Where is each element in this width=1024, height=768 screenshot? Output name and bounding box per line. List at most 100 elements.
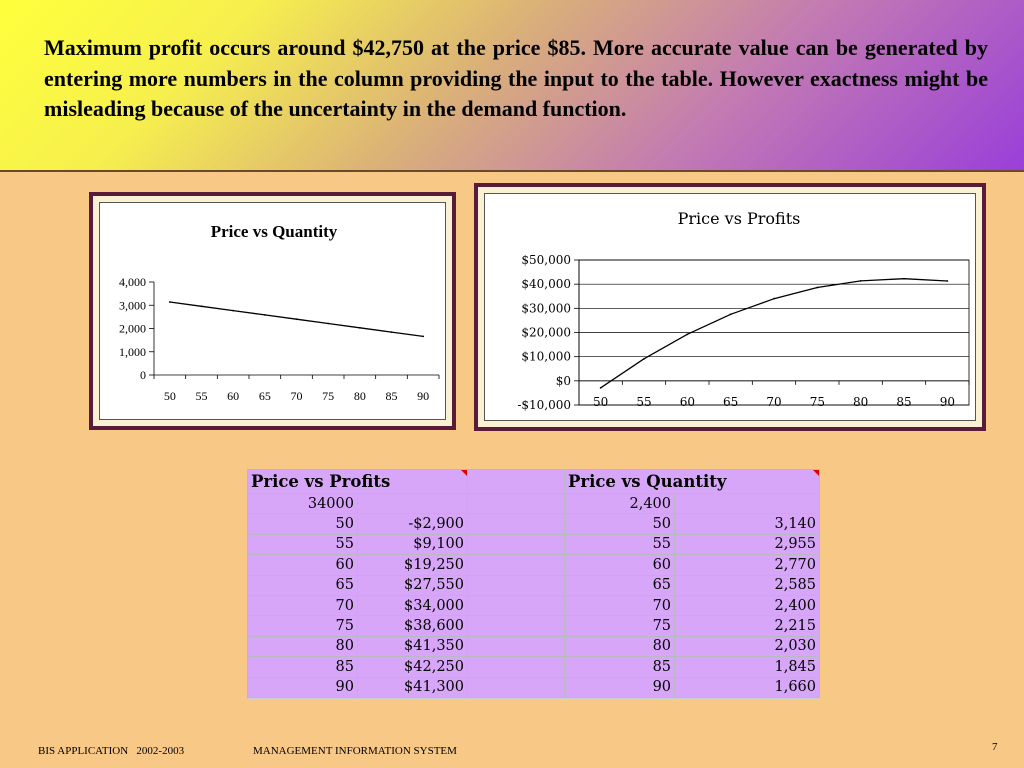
quantity-chart-y-tick-label: 3,000 [119, 298, 146, 312]
quantity-chart-data-point [200, 305, 203, 308]
table-cell[interactable]: 2,030 [674, 635, 821, 658]
quantity-chart-y-tick-label: 1,000 [119, 345, 146, 359]
table-cell[interactable]: 80 [564, 635, 676, 658]
profits-chart-x-tick-label: 90 [940, 395, 955, 409]
footer-year: 2002-2003 [136, 745, 185, 757]
quantity-chart-y-tick-label: 4,000 [119, 275, 146, 289]
quantity-chart-x-tick-label: 85 [386, 389, 398, 403]
profits-chart-title: Price vs Profits [678, 209, 801, 228]
table-row: 60 $19,250 60 2,770 [247, 554, 821, 576]
table-cell[interactable]: 60 [564, 554, 676, 576]
table-header-cell[interactable]: Price vs Quantity [564, 469, 821, 494]
table-cell[interactable] [467, 554, 566, 576]
table-cell[interactable] [467, 656, 566, 678]
table-cell[interactable] [467, 533, 566, 556]
quantity-chart-data-point [263, 313, 266, 316]
quantity-chart-data-point [358, 326, 361, 329]
profits-chart-series-line [600, 278, 948, 389]
table-cell[interactable] [467, 513, 566, 535]
quantity-chart-data-point [295, 318, 298, 321]
profits-chart-data-point [643, 357, 645, 360]
table-cell[interactable]: $38,600 [356, 615, 469, 637]
table-cell[interactable]: 85 [564, 656, 676, 678]
profits-chart-y-tick-label: $10,000 [521, 350, 571, 364]
quantity-chart-x-tick-label: 80 [354, 389, 366, 403]
profits-chart-x-tick-label: 75 [810, 395, 825, 409]
table-cell[interactable]: $41,350 [356, 635, 469, 658]
profits-chart-data-point [599, 386, 602, 389]
table-cell[interactable]: 3,140 [674, 513, 821, 535]
table-cell[interactable]: 34000 [247, 492, 358, 515]
table-header-cell[interactable] [467, 469, 566, 494]
price-vs-profits-chart-area: Price vs Profits -$10,000 $0 $10,000 $20,000… [484, 193, 976, 421]
quantity-chart-data-point [232, 309, 235, 312]
table-cell[interactable]: $19,250 [356, 554, 469, 576]
header-divider [0, 170, 1024, 172]
table-cell[interactable]: 60 [247, 554, 358, 576]
table-cell[interactable]: 70 [564, 594, 676, 617]
profits-chart-y-tick-label: $20,000 [521, 326, 571, 340]
table-cell[interactable]: 50 [564, 513, 676, 535]
table-cell[interactable]: 1,660 [674, 676, 821, 698]
table-header-cell[interactable]: Price vs Profits [246, 469, 469, 494]
table-cell[interactable]: 2,770 [674, 554, 821, 576]
table-cell[interactable] [467, 635, 566, 658]
table-cell[interactable]: $27,550 [356, 574, 469, 596]
table-cell[interactable]: 90 [564, 676, 676, 698]
profits-chart-y-tick-label: $0 [556, 374, 571, 388]
table-cell[interactable] [674, 492, 821, 515]
quantity-chart-x-tick-label: 60 [227, 389, 239, 403]
table-cell[interactable]: 75 [564, 615, 676, 637]
profits-chart-data-point [946, 280, 949, 282]
table-cell[interactable]: 85 [247, 656, 358, 678]
table-cell[interactable]: 2,585 [674, 574, 821, 596]
table-cell[interactable]: 70 [247, 594, 358, 617]
table-cell[interactable]: $42,250 [356, 656, 469, 678]
table-row: 55 $9,100 55 2,955 [247, 533, 821, 556]
table-cell[interactable] [467, 615, 566, 637]
profits-chart-y-tick-label: $40,000 [521, 277, 571, 291]
table-cell[interactable] [356, 492, 469, 515]
table-cell[interactable]: 2,215 [674, 615, 821, 637]
quantity-chart-title: Price vs Quantity [211, 222, 338, 241]
quantity-chart-y-tick-label: 2,000 [119, 322, 146, 336]
quantity-chart-data-point [390, 331, 393, 334]
table-header-row: Price vs Profits Price vs Quantity [246, 469, 821, 494]
table-cell[interactable]: 65 [564, 574, 676, 596]
table-cell[interactable]: 1,845 [674, 656, 821, 678]
quantity-chart-x-tick-label: 70 [291, 389, 303, 403]
table-cell[interactable]: 75 [247, 615, 358, 637]
table-cell[interactable]: 2,955 [674, 533, 821, 556]
table-cell[interactable]: 90 [247, 676, 358, 698]
table-cell[interactable] [467, 594, 566, 617]
table-cell[interactable]: $9,100 [356, 533, 469, 556]
table-cell[interactable]: 50 [247, 513, 358, 535]
table-cell[interactable]: 2,400 [564, 492, 676, 515]
profits-chart-data-point [773, 297, 775, 300]
profits-chart-x-tick-label: 80 [853, 395, 868, 409]
table-cell[interactable] [467, 492, 566, 515]
profits-chart-y-tick-label: -$10,000 [517, 398, 571, 412]
footer-course-label: BIS APPLICATION [38, 745, 129, 757]
table-row: 34000 2,400 [247, 492, 821, 515]
quantity-chart-x-tick-label: 65 [259, 389, 271, 403]
table-row: 80 $41,350 80 2,030 [247, 635, 821, 658]
table-row: 75 $38,600 75 2,215 [247, 615, 821, 637]
table-cell[interactable] [467, 676, 566, 698]
table-row: 70 $34,000 70 2,400 [247, 594, 821, 617]
slide-body-text: Maximum profit occurs around $42,750 at … [44, 35, 988, 121]
profits-chart-x-tick-label: 60 [680, 395, 695, 409]
table-cell[interactable] [467, 574, 566, 596]
profits-chart-data-point [729, 313, 732, 316]
profits-chart-data-point [816, 286, 819, 289]
table-cell[interactable]: $34,000 [356, 594, 469, 617]
table-cell[interactable]: -$2,900 [356, 513, 469, 535]
quantity-chart-data-point [327, 322, 330, 325]
table-cell[interactable]: 55 [564, 533, 676, 556]
table-cell[interactable]: 65 [247, 574, 358, 596]
table-cell[interactable]: 80 [247, 635, 358, 658]
table-cell[interactable]: 2,400 [674, 594, 821, 617]
table-row: 85 $42,250 85 1,845 [247, 656, 821, 678]
table-cell[interactable]: 55 [247, 533, 358, 556]
table-cell[interactable]: $41,300 [356, 676, 469, 698]
